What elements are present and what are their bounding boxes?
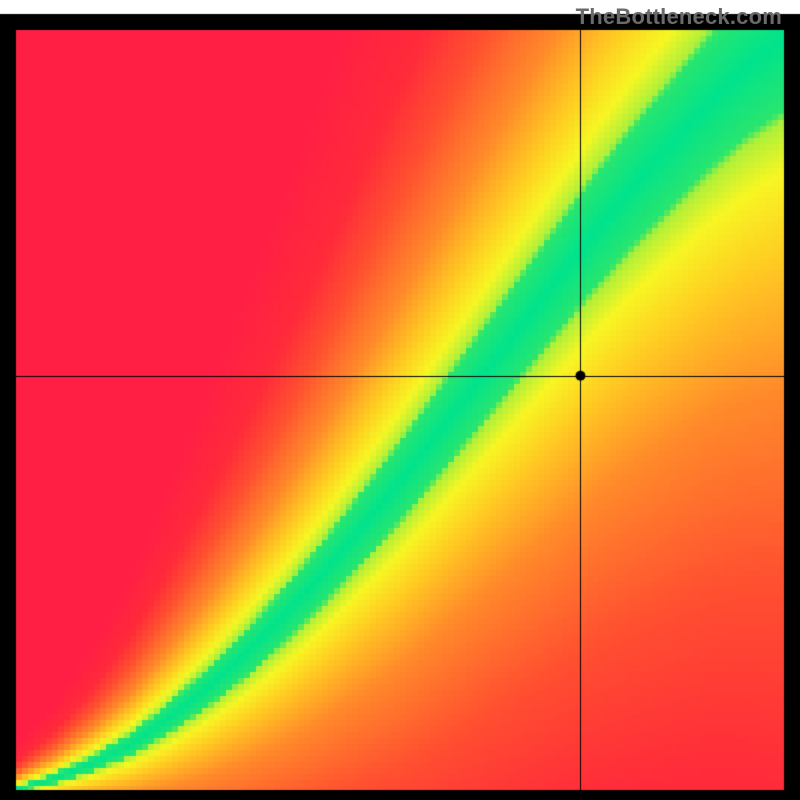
chart-container: TheBottleneck.com bbox=[0, 0, 800, 800]
watermark-label: TheBottleneck.com bbox=[576, 4, 782, 30]
heatmap-canvas bbox=[0, 0, 800, 800]
